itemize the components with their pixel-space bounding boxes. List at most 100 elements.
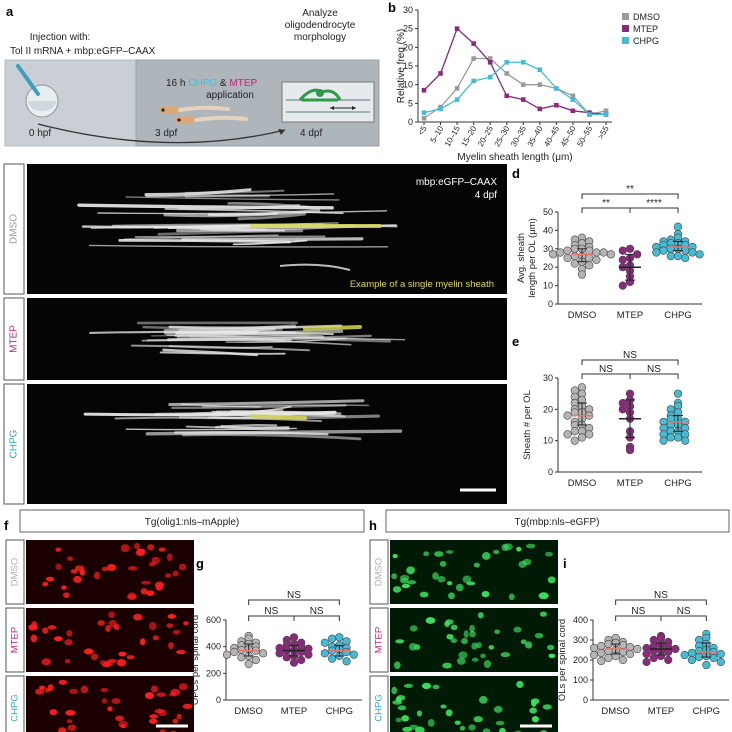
d-x-tick-label: MTEP (617, 310, 643, 321)
row-label-box (5, 675, 25, 732)
nucleus (150, 685, 158, 693)
g-data-point (320, 649, 329, 658)
nucleus (425, 617, 436, 624)
nucleus (534, 632, 544, 639)
myelin-sheath (123, 234, 279, 241)
nucleus (415, 726, 425, 732)
panel-a-letter: a (6, 4, 14, 19)
d-data-point (673, 222, 683, 231)
nucleus (97, 620, 105, 626)
b-data-point (570, 108, 576, 114)
treatment-amp: & (217, 78, 229, 89)
i-data-point (642, 657, 651, 667)
nucleus (178, 683, 188, 691)
myelin-sheath (171, 404, 347, 410)
nucleus (127, 566, 138, 571)
nucleus (531, 716, 540, 723)
nucleus (462, 575, 472, 584)
nucleus (64, 658, 71, 664)
stage-label: 4 dpf (475, 190, 497, 201)
highlighted-sheath (250, 414, 307, 420)
d-data-point (585, 261, 594, 270)
treatment-mtep: MTEP (229, 78, 257, 89)
nucleus (107, 564, 117, 572)
e-x-tick-label: MTEP (617, 478, 643, 489)
nucleus (458, 651, 468, 659)
oligodendrocyte-icon (286, 88, 370, 113)
g-data-point (297, 647, 306, 657)
panel-i: i 0 100 200 300 400 DMSO MTEP CHPG OLs per spina… (557, 556, 729, 717)
d-data-point (681, 253, 690, 263)
nucleus (394, 661, 401, 670)
b-data-point (603, 112, 609, 117)
i-data-point (597, 656, 606, 666)
i-data-point (649, 653, 658, 663)
i-data-point (716, 649, 725, 659)
i-y-tick-label: 400 (573, 615, 588, 625)
nucleus (539, 611, 547, 617)
myelin-sheath (237, 212, 306, 221)
g-data-point (335, 633, 344, 642)
b-data-point (438, 71, 443, 76)
nucleus (47, 684, 54, 692)
nucleus (493, 705, 503, 713)
nucleus (459, 725, 466, 731)
d-data-point (599, 248, 608, 257)
injection-needle-icon (16, 64, 40, 96)
nucleus (473, 716, 483, 723)
i-data-point (589, 643, 599, 653)
nucleus (66, 719, 73, 724)
timeline-arrowhead-icon (278, 129, 285, 135)
nucleus (116, 658, 127, 667)
nucleus (392, 553, 398, 559)
panel-h-letter: h (369, 518, 377, 533)
nucleus (547, 576, 556, 584)
panel-g-letter: g (196, 556, 204, 571)
nucleus (64, 639, 73, 646)
nucleus (155, 584, 164, 591)
d-y-axis-label-1: Avg. sheath (516, 233, 527, 283)
nucleus (542, 704, 552, 710)
nucleus (158, 547, 166, 552)
myelin-sheath (125, 196, 340, 201)
d-y-axis-label-2: length per OL (μm) (527, 218, 538, 298)
nucleus (395, 639, 405, 644)
b-data-point (421, 110, 427, 115)
treatment-chpg: CHPG (188, 78, 217, 89)
nucleus (516, 546, 522, 552)
nucleus (448, 592, 455, 600)
i-significance-bracket (615, 599, 707, 605)
myelin-sheath (184, 189, 285, 194)
nucleus (35, 688, 45, 695)
b-data-point (454, 97, 460, 102)
myelin-sheath (157, 229, 280, 236)
row-label-box (5, 539, 25, 605)
nucleus (111, 698, 121, 705)
analyze-line2: oligodendrocyte (285, 20, 356, 31)
g-x-tick-label: CHPG (326, 706, 353, 717)
i-significance-label: NS (677, 606, 691, 617)
b-data-point (554, 86, 559, 91)
nucleus (158, 709, 167, 717)
i-y-tick-label: 200 (573, 655, 588, 665)
b-series-line-dmso (423, 57, 607, 119)
nucleus (67, 724, 77, 732)
nucleus (172, 629, 181, 635)
d-data-point (556, 248, 565, 257)
g-y-tick-label: 400 (206, 642, 221, 652)
i-data-point (618, 640, 627, 650)
b-series-line-chpg (423, 61, 606, 116)
nucleus (407, 580, 417, 585)
myelin-sheath (185, 425, 290, 429)
row-label-box (3, 163, 25, 295)
nucleus (508, 593, 515, 601)
e-data-point (570, 427, 579, 436)
panel-d-letter: d (512, 166, 520, 181)
row-label-box (5, 607, 25, 673)
nucleus (446, 581, 453, 586)
myelin-sheath (162, 348, 259, 357)
nucleus (419, 591, 429, 598)
nucleus (416, 710, 423, 717)
b-x-tick-label: 5–10 (429, 124, 446, 144)
